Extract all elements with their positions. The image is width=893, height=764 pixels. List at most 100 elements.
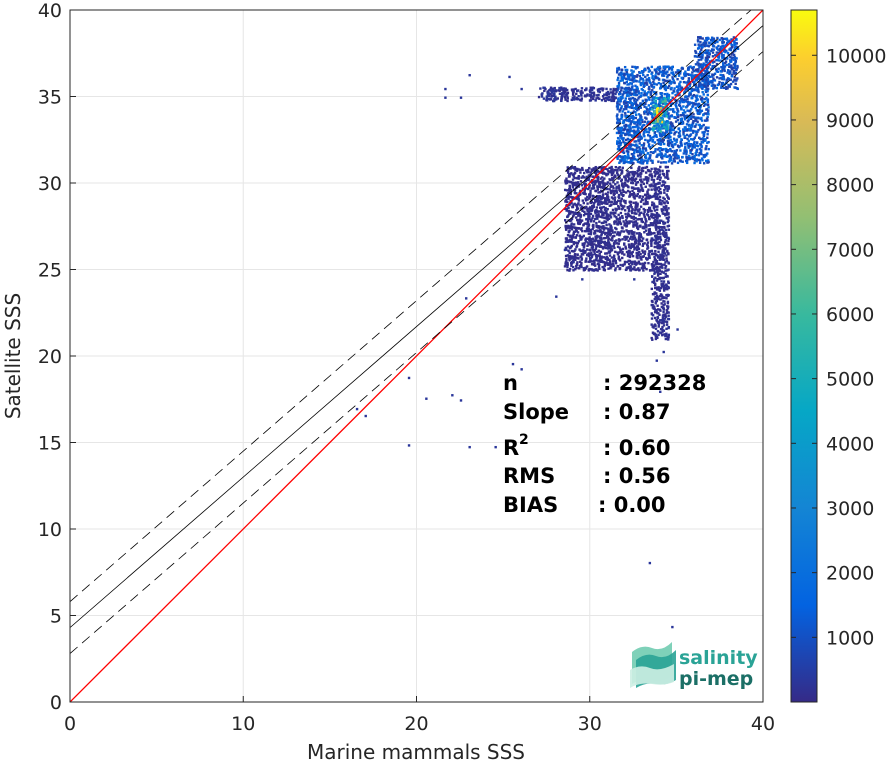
density-cell [636, 154, 640, 157]
density-cell [598, 252, 601, 255]
density-cell [678, 85, 682, 88]
density-cell [700, 149, 703, 152]
density-cell [660, 246, 663, 249]
density-cell [654, 115, 657, 118]
density-cell [708, 60, 712, 63]
density-cell [686, 143, 690, 146]
density-cell [629, 73, 632, 77]
density-cell [606, 242, 610, 245]
density-cell [625, 80, 629, 84]
density-cell [667, 281, 670, 285]
density-cell [627, 266, 630, 269]
density-cell [657, 244, 661, 247]
density-cell [572, 257, 576, 260]
density-cell [648, 88, 651, 91]
density-cell [708, 51, 711, 55]
density-cell [681, 67, 685, 70]
density-cell [690, 78, 694, 81]
density-cell [567, 195, 571, 198]
density-cell [628, 130, 632, 133]
density-cell [629, 147, 633, 151]
density-cell [696, 61, 699, 64]
density-cell [723, 57, 726, 60]
density-cell [617, 84, 621, 87]
density-cell [644, 154, 647, 157]
density-cell [558, 89, 561, 92]
density-point [459, 399, 463, 402]
density-cell [685, 159, 689, 163]
density-cell [641, 187, 644, 190]
density-cell [609, 232, 612, 236]
density-cell [656, 197, 659, 200]
density-cell [592, 204, 595, 207]
density-cell [625, 72, 629, 75]
density-cell [621, 110, 624, 113]
density-cell [699, 125, 702, 128]
density-cell [725, 49, 728, 53]
density-cell [665, 129, 668, 132]
density-cell [647, 228, 651, 231]
density-cell [621, 95, 624, 98]
density-cell [624, 201, 627, 205]
density-cell [590, 96, 593, 99]
density-cell [678, 133, 681, 136]
density-cell [687, 146, 690, 149]
density-cell [560, 93, 564, 97]
density-cell [692, 69, 696, 73]
density-cell [610, 203, 613, 206]
density-cell [590, 88, 594, 92]
density-cell [581, 235, 584, 239]
density-cell [666, 201, 669, 204]
density-cell [659, 262, 662, 266]
density-cell [626, 93, 629, 96]
density-cell [668, 81, 671, 85]
density-cell [705, 36, 708, 40]
density-cell [666, 220, 670, 224]
density-cell [589, 232, 593, 236]
y-tick-label: 40 [38, 0, 62, 22]
density-cell [579, 228, 583, 231]
density-cell [694, 152, 697, 155]
density-cell [665, 327, 668, 331]
density-cell [634, 201, 638, 204]
density-cell [637, 237, 641, 241]
density-cell [593, 198, 597, 202]
density-cell [656, 311, 659, 315]
density-cell [648, 194, 652, 198]
density-cell [634, 100, 638, 103]
density-cell [702, 93, 705, 96]
density-cell [685, 133, 689, 137]
density-cell [631, 254, 635, 258]
density-cell [661, 314, 665, 317]
density-cell [601, 225, 605, 228]
density-cell [626, 157, 629, 160]
density-cell [624, 133, 627, 137]
density-cell [576, 207, 580, 210]
density-cell [633, 197, 636, 200]
density-cell [655, 83, 659, 86]
density-cell [582, 245, 586, 248]
density-cell [630, 106, 634, 110]
density-cell [619, 95, 623, 99]
density-cell [653, 134, 656, 138]
density-cell [622, 137, 625, 140]
density-cell [639, 262, 642, 266]
density-cell [610, 211, 613, 215]
density-cell [722, 86, 726, 90]
density-cell [677, 74, 681, 77]
density-cell [590, 95, 593, 98]
density-cell [617, 73, 621, 76]
density-cell [653, 298, 656, 301]
density-cell [619, 211, 623, 215]
density-cell [660, 327, 664, 331]
density-cell [623, 223, 627, 227]
density-cell [623, 87, 626, 90]
density-cell [613, 200, 616, 204]
density-cell [694, 125, 697, 128]
density-cell [619, 248, 622, 251]
density-cell [580, 219, 584, 222]
density-cell [641, 82, 645, 85]
density-cell [664, 269, 667, 272]
density-cell [648, 256, 651, 260]
density-cell [573, 176, 576, 180]
